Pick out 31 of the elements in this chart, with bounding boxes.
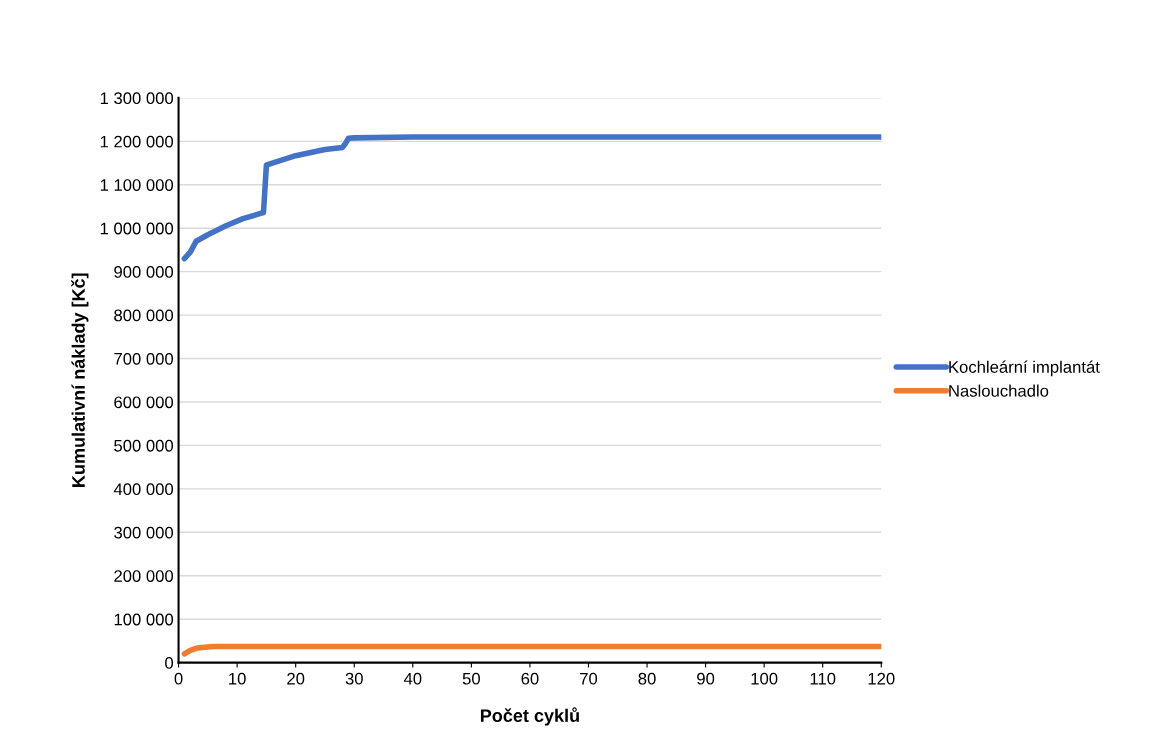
- x-tick-label: 50: [462, 672, 480, 685]
- legend-label: Kochleární implantát: [949, 360, 1100, 377]
- y-tick-label: 700 000: [114, 352, 174, 365]
- y-tick-label: 0: [165, 657, 174, 669]
- y-tick-label: 400 000: [113, 483, 174, 496]
- x-tick-label: 90: [697, 672, 715, 685]
- y-tick-label: 200 000: [114, 570, 174, 582]
- x-tick-label: 60: [521, 672, 539, 685]
- x-tick-label: 80: [638, 672, 656, 685]
- x-axis-title: Počet cyklů: [480, 707, 579, 726]
- y-axis-title: Kumulativní náklady [Kč]: [71, 273, 89, 487]
- y-tick-label: 1 000 000: [100, 222, 174, 235]
- x-tick-label: 120: [868, 672, 895, 685]
- y-tick-label: 300 000: [114, 526, 174, 539]
- x-tick-label: 110: [810, 672, 836, 685]
- y-tick-label: 100 000: [114, 613, 174, 626]
- y-tick-label: 800 000: [114, 309, 174, 322]
- x-tick-label: 30: [345, 672, 363, 685]
- legend-label: Naslouchadlo: [949, 384, 1049, 397]
- x-tick-label: 40: [403, 672, 422, 685]
- x-tick-label: 70: [580, 672, 598, 685]
- x-tick-label: 10: [229, 672, 246, 685]
- y-tick-label: 1 300 000: [100, 92, 174, 105]
- x-tick-label: 0: [174, 672, 183, 685]
- y-tick-label: 900 000: [114, 266, 174, 278]
- y-tick-label: 500 000: [114, 439, 174, 452]
- x-tick-label: 20: [287, 672, 305, 685]
- y-tick-label: 1 100 000: [100, 179, 174, 191]
- y-tick-label: 600 000: [114, 396, 174, 409]
- y-tick-label: 1 200 000: [100, 135, 174, 148]
- x-tick-label: 100: [751, 672, 778, 685]
